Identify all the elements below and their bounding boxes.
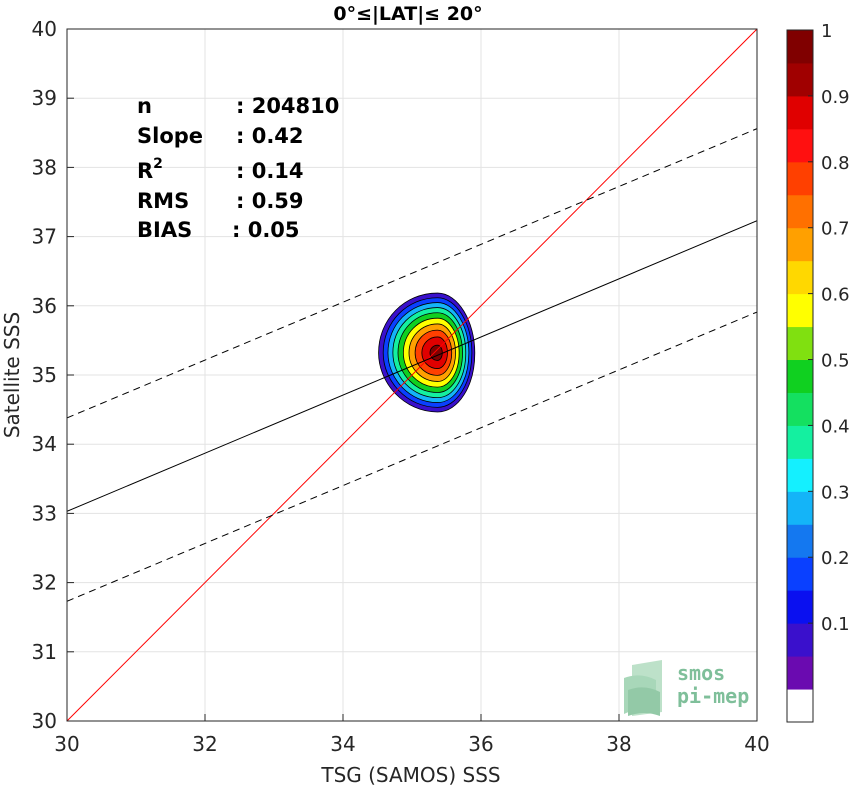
regression-line — [67, 220, 757, 512]
colorbar-tick-label: 0.4 — [821, 416, 850, 437]
colorbar-segment — [787, 62, 813, 97]
stat-value: : 204810 — [236, 94, 339, 118]
stat-label: BIAS — [137, 218, 192, 242]
colorbar-frame — [786, 29, 814, 723]
logo-line-2: pi-mep — [677, 684, 749, 708]
y-tick-label: 33 — [32, 501, 57, 525]
colorbar-segment — [787, 227, 813, 262]
colorbar-tick-label: 0.8 — [821, 153, 850, 174]
colorbar-segment — [787, 359, 813, 393]
colorbar-segment — [787, 689, 813, 723]
y-tick-label: 37 — [32, 225, 57, 249]
y-tick-label: 30 — [32, 709, 57, 733]
colorbar-segment — [787, 590, 813, 624]
colorbar-segment — [787, 95, 813, 130]
waves-icon — [624, 660, 662, 716]
x-tick-label: 38 — [606, 732, 631, 756]
x-tick-label: 40 — [744, 732, 769, 756]
density-contours — [378, 292, 476, 413]
chart-title: 0°≤|LAT|≤ 20° — [333, 3, 482, 25]
colorbar-tick-label: 0.7 — [821, 219, 850, 240]
x-tick-label: 36 — [468, 732, 493, 756]
colorbar-segment — [787, 293, 813, 328]
y-tick-label: 31 — [32, 640, 57, 664]
colorbar-segment — [787, 194, 813, 229]
colorbar-tick-label: 0.6 — [821, 285, 850, 306]
fit-lines — [67, 29, 757, 721]
x-ticks: 30 32 34 36 38 40 — [54, 714, 770, 756]
stat-value: : 0.14 — [236, 159, 304, 183]
colorbar-tick-label: 0.5 — [821, 351, 850, 372]
grid — [66, 28, 758, 722]
y-ticks: 30 31 32 33 34 35 36 37 38 39 40 — [32, 17, 74, 733]
colorbar-segment — [787, 623, 813, 657]
colorbar-tick-label: 0.3 — [821, 482, 850, 503]
colorbar-segment — [787, 458, 813, 492]
y-tick-label: 39 — [32, 86, 57, 110]
colorbar-segment — [787, 656, 813, 690]
identity-line — [67, 29, 757, 721]
colorbar-segment — [787, 30, 813, 64]
lower-bound-line — [67, 311, 757, 602]
colorbar-tick-label: 0.1 — [821, 614, 850, 635]
colorbar-tick-label: 1 — [821, 21, 832, 42]
colorbar-segment — [787, 326, 813, 361]
stat-label: Slope — [137, 124, 203, 148]
y-tick-label: 35 — [32, 363, 57, 387]
stat-value: : 0.42 — [236, 124, 304, 148]
colorbar: 0.1 0.2 0.3 0.4 0.5 0.6 0.7 0.8 0.9 1 — [786, 21, 850, 723]
x-axis-label: TSG (SAMOS) SSS — [320, 763, 500, 787]
y-tick-label: 40 — [32, 17, 57, 41]
x-tick-label: 30 — [54, 732, 79, 756]
stat-value: : 0.59 — [236, 189, 304, 213]
stat-label: RMS — [137, 189, 189, 213]
colorbar-segment — [787, 392, 813, 426]
colorbar-segment — [787, 260, 813, 295]
stat-value: : 0.05 — [232, 218, 300, 242]
colorbar-segment — [787, 524, 813, 558]
upper-bound-line — [67, 128, 757, 419]
smos-pimep-logo: smos pi-mep — [624, 660, 749, 716]
y-tick-label: 38 — [32, 155, 57, 179]
y-axis-label: Satellite SSS — [0, 312, 24, 438]
y-tick-label: 34 — [32, 432, 57, 456]
colorbar-segment — [787, 425, 813, 459]
x-tick-label: 32 — [192, 732, 217, 756]
stat-label: n — [137, 94, 152, 118]
y-tick-label: 36 — [32, 294, 57, 318]
colorbar-tick-label: 0.2 — [821, 548, 850, 569]
colorbar-segment — [787, 557, 813, 591]
colorbar-segment — [787, 128, 813, 163]
colorbar-segment — [787, 491, 813, 525]
x-tick-label: 34 — [330, 732, 355, 756]
colorbar-segment — [787, 161, 813, 196]
y-tick-label: 32 — [32, 571, 57, 595]
colorbar-tick-label: 0.9 — [821, 87, 850, 108]
stat-superscript: 2 — [153, 156, 163, 172]
logo-line-1: smos — [677, 661, 725, 685]
